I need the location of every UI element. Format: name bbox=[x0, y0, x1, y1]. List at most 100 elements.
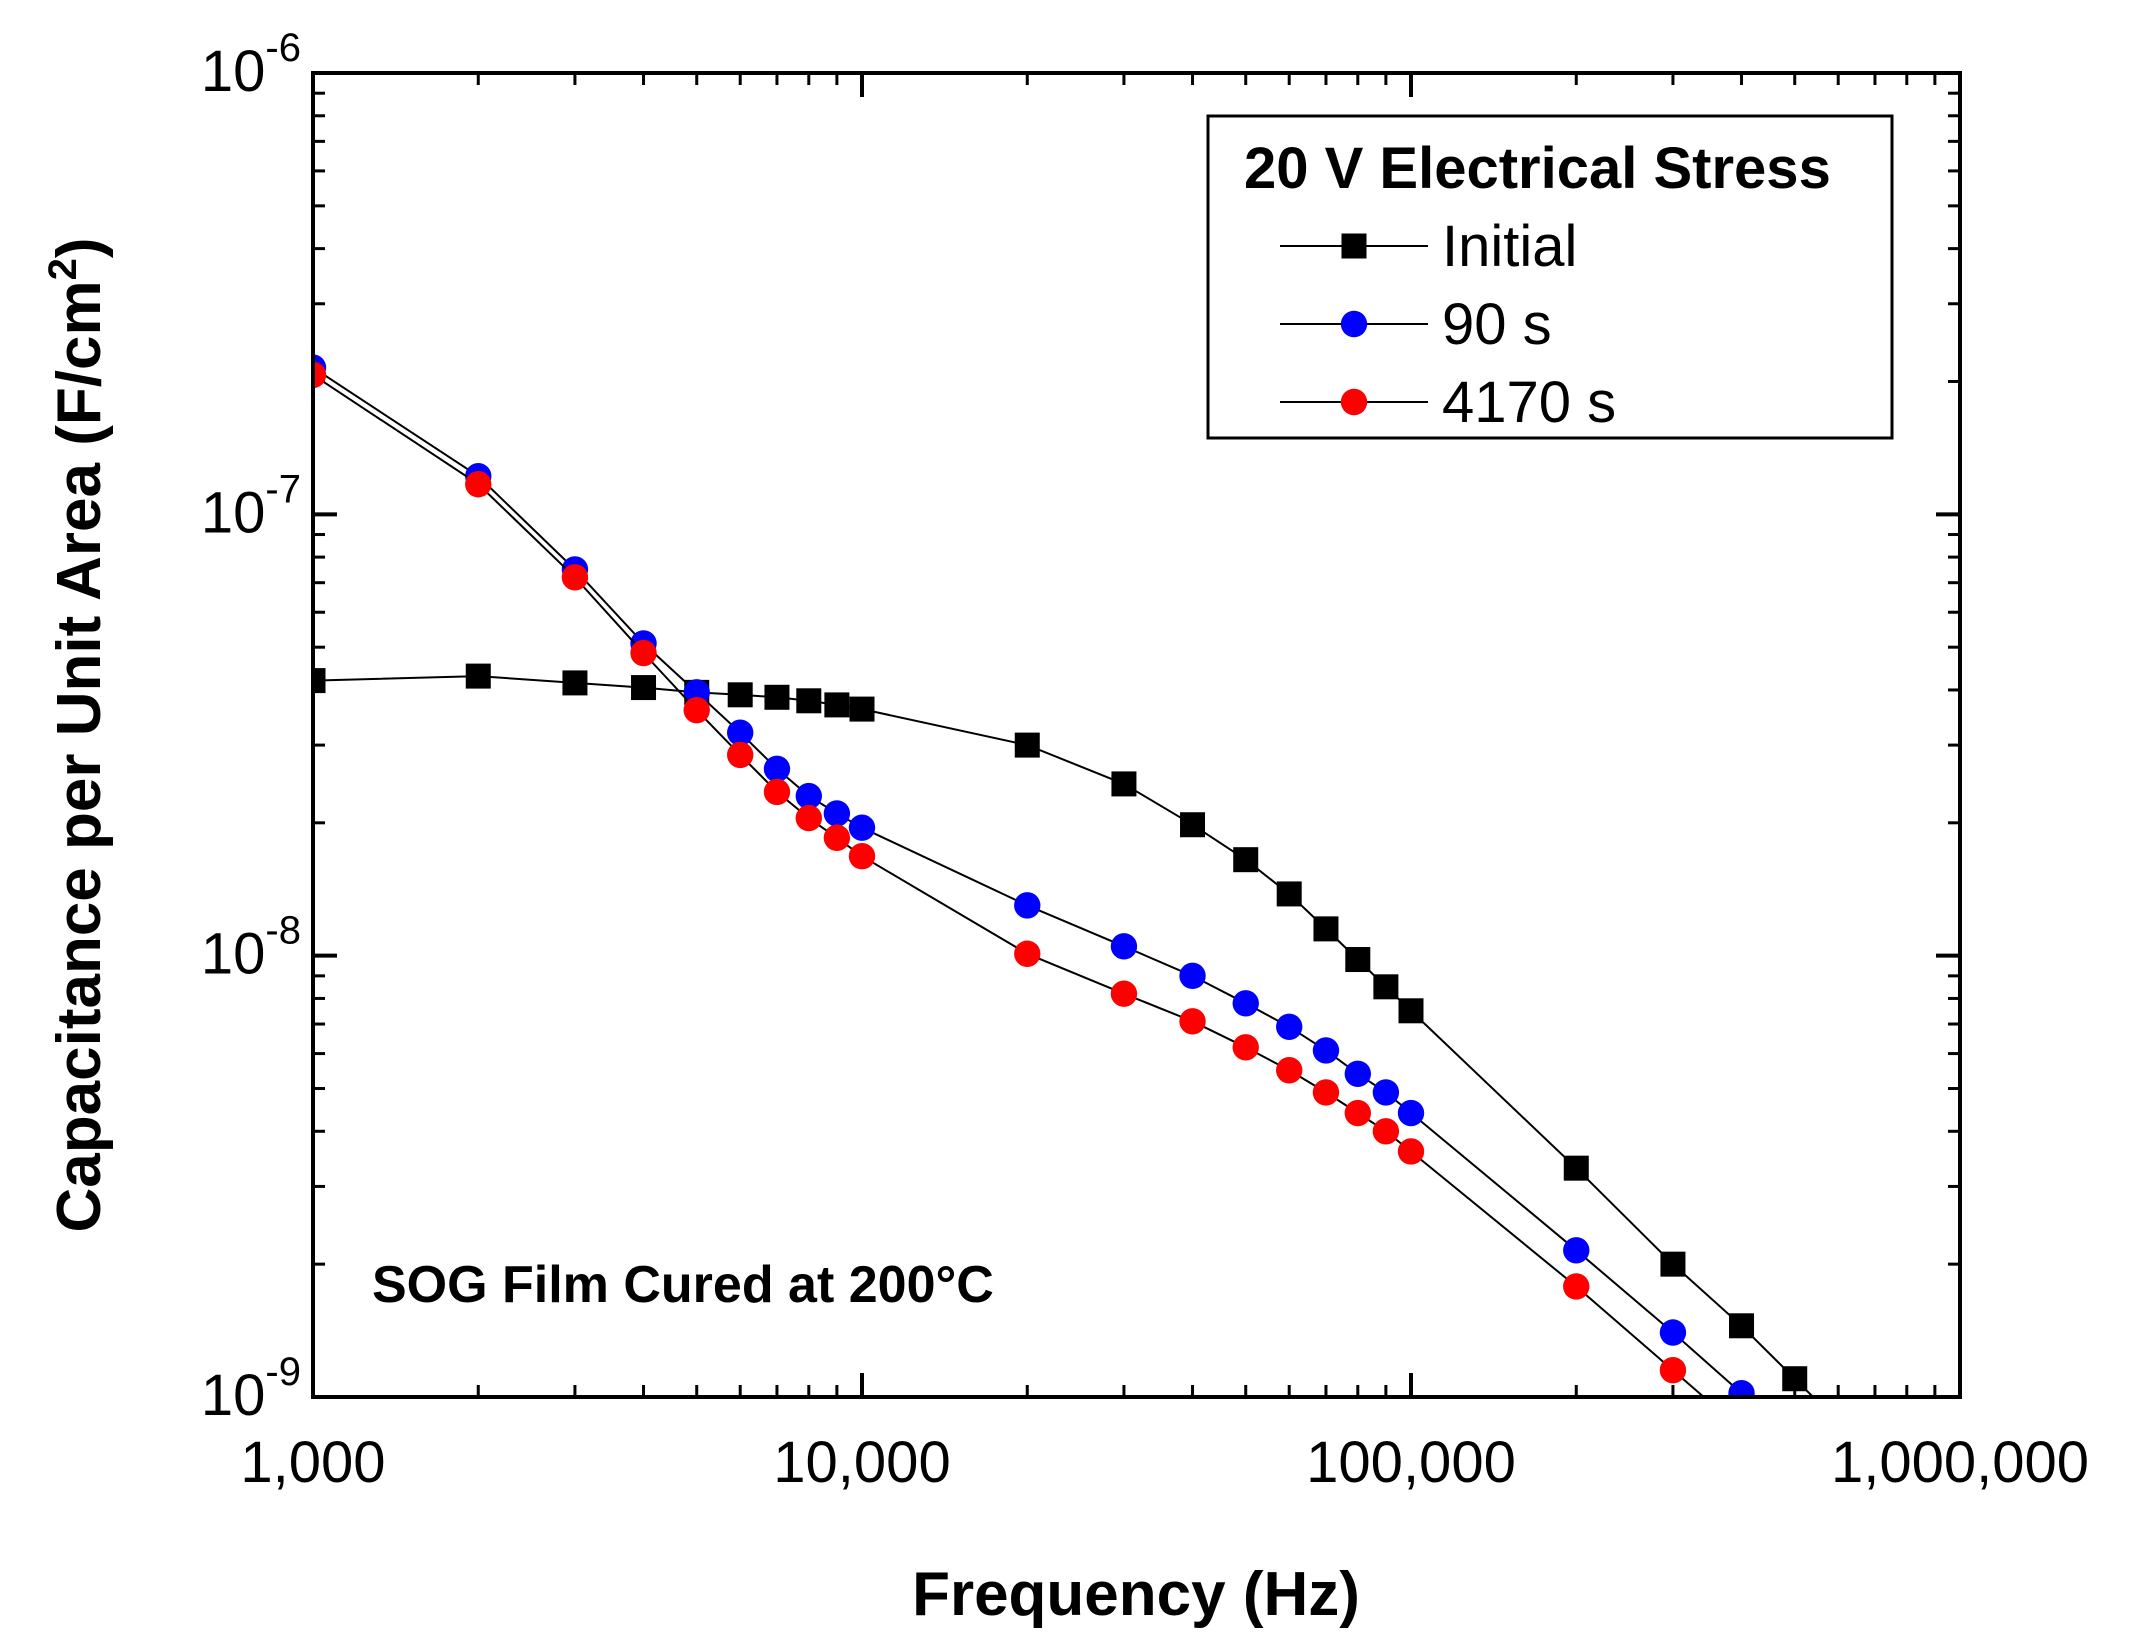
data-point bbox=[1014, 732, 1040, 758]
data-point bbox=[1372, 1079, 1400, 1106]
series-line bbox=[313, 374, 1706, 1397]
data-point bbox=[848, 814, 876, 841]
plot-series bbox=[313, 354, 1815, 1397]
data-point bbox=[1728, 1380, 1755, 1397]
legend-title: 20 V Electrical Stress bbox=[1244, 136, 1831, 201]
legend-box bbox=[1206, 114, 1894, 440]
y-axis-title: Capacitance per Unit Area (F/cm2) bbox=[41, 237, 114, 1232]
data-point bbox=[630, 639, 657, 667]
data-point bbox=[313, 668, 326, 694]
y-axis-title-main: Capacitance per Unit Area (F/cm bbox=[45, 280, 114, 1232]
legend-label: 4170 s bbox=[1442, 370, 1616, 435]
data-point bbox=[796, 688, 822, 714]
data-point bbox=[1563, 1273, 1590, 1300]
data-point bbox=[764, 684, 790, 710]
data-point bbox=[1276, 881, 1302, 907]
data-point bbox=[1179, 1008, 1206, 1035]
data-point bbox=[1373, 974, 1399, 1000]
data-point bbox=[849, 696, 875, 722]
data-point bbox=[1313, 916, 1339, 942]
y-tick-base: 10 bbox=[201, 922, 266, 987]
data-point bbox=[727, 682, 753, 708]
legend-marker bbox=[1340, 388, 1368, 416]
y-tick-label: 10-7 bbox=[201, 467, 301, 545]
data-point bbox=[824, 692, 850, 718]
x-axis-title: Frequency (Hz) bbox=[912, 1560, 1360, 1629]
legend-entry: 90 s bbox=[1280, 292, 1552, 357]
data-point bbox=[1312, 1079, 1340, 1106]
data-point bbox=[1110, 933, 1138, 960]
y-axis-title-close: ) bbox=[45, 237, 114, 258]
data-point bbox=[1014, 940, 1041, 967]
y-axis-title-sup: 2 bbox=[41, 258, 85, 280]
y-tick-exponent: -9 bbox=[265, 1350, 301, 1394]
data-point bbox=[1276, 1013, 1303, 1040]
y-tick-exponent: -6 bbox=[265, 26, 301, 70]
data-point bbox=[1232, 1034, 1259, 1061]
legend: 20 V Electrical Stress Initial 90 s 4170 s bbox=[1206, 114, 1894, 440]
legend-label: Initial bbox=[1442, 214, 1577, 279]
data-point bbox=[1111, 771, 1137, 797]
y-tick-label: 10-9 bbox=[201, 1350, 301, 1428]
x-tick-label: 100,000 bbox=[1306, 1430, 1516, 1495]
data-point bbox=[1372, 1118, 1400, 1145]
y-tick-label: 10-8 bbox=[201, 909, 301, 987]
data-point bbox=[1729, 1313, 1755, 1339]
series-4170-s bbox=[313, 361, 1706, 1397]
y-tick-exponent: -8 bbox=[265, 909, 301, 953]
x-tick-label: 1,000 bbox=[240, 1430, 385, 1495]
data-point bbox=[1344, 1060, 1371, 1087]
data-point bbox=[1397, 1099, 1425, 1127]
y-tick-exponent: -7 bbox=[265, 467, 301, 511]
data-point bbox=[1344, 1099, 1371, 1127]
data-point bbox=[1014, 892, 1041, 919]
data-point bbox=[1179, 962, 1206, 990]
legend-marker bbox=[1340, 310, 1368, 338]
data-point bbox=[313, 361, 327, 389]
legend-entry: Initial bbox=[1280, 214, 1577, 279]
data-point bbox=[1563, 1155, 1589, 1181]
data-point bbox=[683, 696, 710, 724]
data-point bbox=[631, 675, 657, 701]
data-point bbox=[727, 719, 754, 746]
data-point bbox=[795, 782, 822, 810]
data-point bbox=[465, 471, 492, 498]
legend-entry: 4170 s bbox=[1280, 370, 1616, 435]
data-point bbox=[1659, 1319, 1687, 1346]
data-point bbox=[1397, 1138, 1425, 1165]
data-point bbox=[1660, 1251, 1686, 1277]
legend-marker bbox=[1341, 233, 1367, 259]
data-point bbox=[823, 824, 851, 851]
data-point bbox=[763, 755, 791, 783]
legend-entries: Initial 90 s 4170 s bbox=[1280, 214, 1616, 435]
data-point bbox=[1232, 990, 1259, 1017]
data-point bbox=[727, 741, 754, 769]
data-point bbox=[561, 564, 589, 591]
x-tick-label: 1,000,000 bbox=[1831, 1430, 2089, 1495]
y-tick-base: 10 bbox=[201, 480, 266, 545]
series-90-s bbox=[313, 354, 1755, 1397]
data-point bbox=[795, 804, 822, 832]
data-point bbox=[763, 778, 791, 806]
data-point bbox=[1110, 980, 1138, 1007]
data-point bbox=[1659, 1357, 1687, 1384]
data-point bbox=[1312, 1037, 1340, 1064]
data-point bbox=[1782, 1366, 1808, 1392]
y-tick-base: 10 bbox=[201, 39, 266, 104]
data-point bbox=[848, 843, 876, 870]
data-point bbox=[562, 670, 588, 696]
x-tick-label: 10,000 bbox=[773, 1430, 950, 1495]
plot-frame bbox=[311, 71, 1962, 1399]
axis-ticks: 1,000 10,000 100,000 1,000,00010-910-810-71… bbox=[201, 26, 2089, 1495]
data-point bbox=[1563, 1237, 1590, 1264]
data-point bbox=[1276, 1057, 1303, 1084]
data-point bbox=[1345, 947, 1371, 973]
data-point bbox=[465, 663, 491, 689]
data-point bbox=[1180, 812, 1206, 838]
y-tick-label: 10-6 bbox=[201, 26, 301, 104]
annotation-film-cure: SOG Film Cured at 200°C bbox=[372, 1256, 994, 1314]
y-tick-base: 10 bbox=[201, 1363, 266, 1428]
data-point bbox=[1398, 998, 1424, 1024]
data-point bbox=[823, 800, 851, 827]
